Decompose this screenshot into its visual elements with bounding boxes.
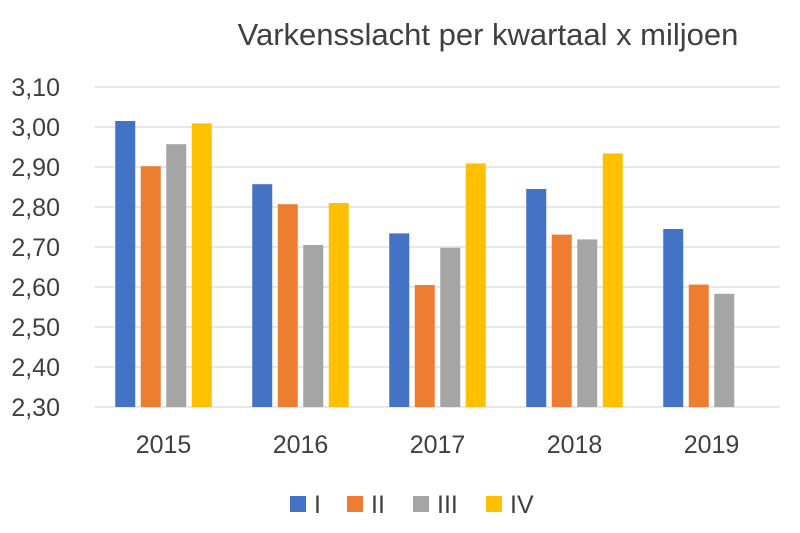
x-tick-label: 2018 bbox=[547, 431, 603, 459]
bar-2016-I bbox=[252, 184, 273, 407]
bar-2016-III bbox=[303, 245, 324, 407]
bar-2017-III bbox=[440, 247, 461, 407]
legend-label: I bbox=[314, 491, 321, 519]
legend-swatch-II bbox=[347, 496, 363, 512]
y-tick-label: 3,00 bbox=[11, 114, 60, 142]
y-tick-label: 2,30 bbox=[11, 394, 60, 422]
bar-2016-IV bbox=[328, 203, 349, 407]
legend-swatch-I bbox=[290, 496, 306, 512]
y-tick-label: 2,90 bbox=[11, 154, 60, 182]
bar-2018-IV bbox=[602, 153, 623, 407]
legend-swatch-IV bbox=[486, 496, 502, 512]
x-axis-ticks: 2015 2016 2017 2018 2019 bbox=[136, 431, 740, 459]
x-tick-label: 2016 bbox=[273, 431, 329, 459]
bar-2018-I bbox=[526, 189, 547, 407]
x-tick-label: 2015 bbox=[136, 431, 192, 459]
bar-2019-II bbox=[688, 284, 709, 407]
y-tick-label: 2,60 bbox=[11, 274, 60, 302]
bar-2016-II bbox=[277, 204, 298, 407]
y-tick-label: 2,40 bbox=[11, 354, 60, 382]
bar-2015-III bbox=[166, 144, 187, 407]
bar-2015-II bbox=[140, 166, 161, 407]
legend: I II III IV bbox=[290, 491, 534, 519]
bar-2018-II bbox=[551, 234, 572, 407]
chart-title: Varkensslacht per kwartaal x miljoen bbox=[238, 17, 739, 52]
bar-2015-I bbox=[115, 121, 136, 407]
bar-2019-I bbox=[663, 229, 684, 407]
bar-2017-IV bbox=[465, 163, 486, 407]
x-tick-label: 2017 bbox=[410, 431, 466, 459]
y-tick-label: 2,80 bbox=[11, 194, 60, 222]
y-tick-label: 3,10 bbox=[11, 74, 60, 102]
bar-2017-I bbox=[389, 233, 410, 407]
y-tick-label: 2,50 bbox=[11, 314, 60, 342]
bars bbox=[115, 121, 735, 408]
legend-label: II bbox=[371, 491, 385, 519]
bar-2017-II bbox=[414, 285, 435, 407]
legend-swatch-III bbox=[413, 496, 429, 512]
bar-2018-III bbox=[577, 239, 598, 407]
y-tick-label: 2,70 bbox=[11, 234, 60, 262]
legend-label: III bbox=[437, 491, 458, 519]
x-tick-label: 2019 bbox=[684, 431, 740, 459]
bar-2015-IV bbox=[191, 123, 212, 408]
legend-label: IV bbox=[510, 491, 534, 519]
bar-2019-III bbox=[714, 293, 735, 407]
y-axis-ticks: 2,30 2,40 2,50 2,60 2,70 2,80 2,90 3,00 3,10 bbox=[11, 74, 60, 422]
